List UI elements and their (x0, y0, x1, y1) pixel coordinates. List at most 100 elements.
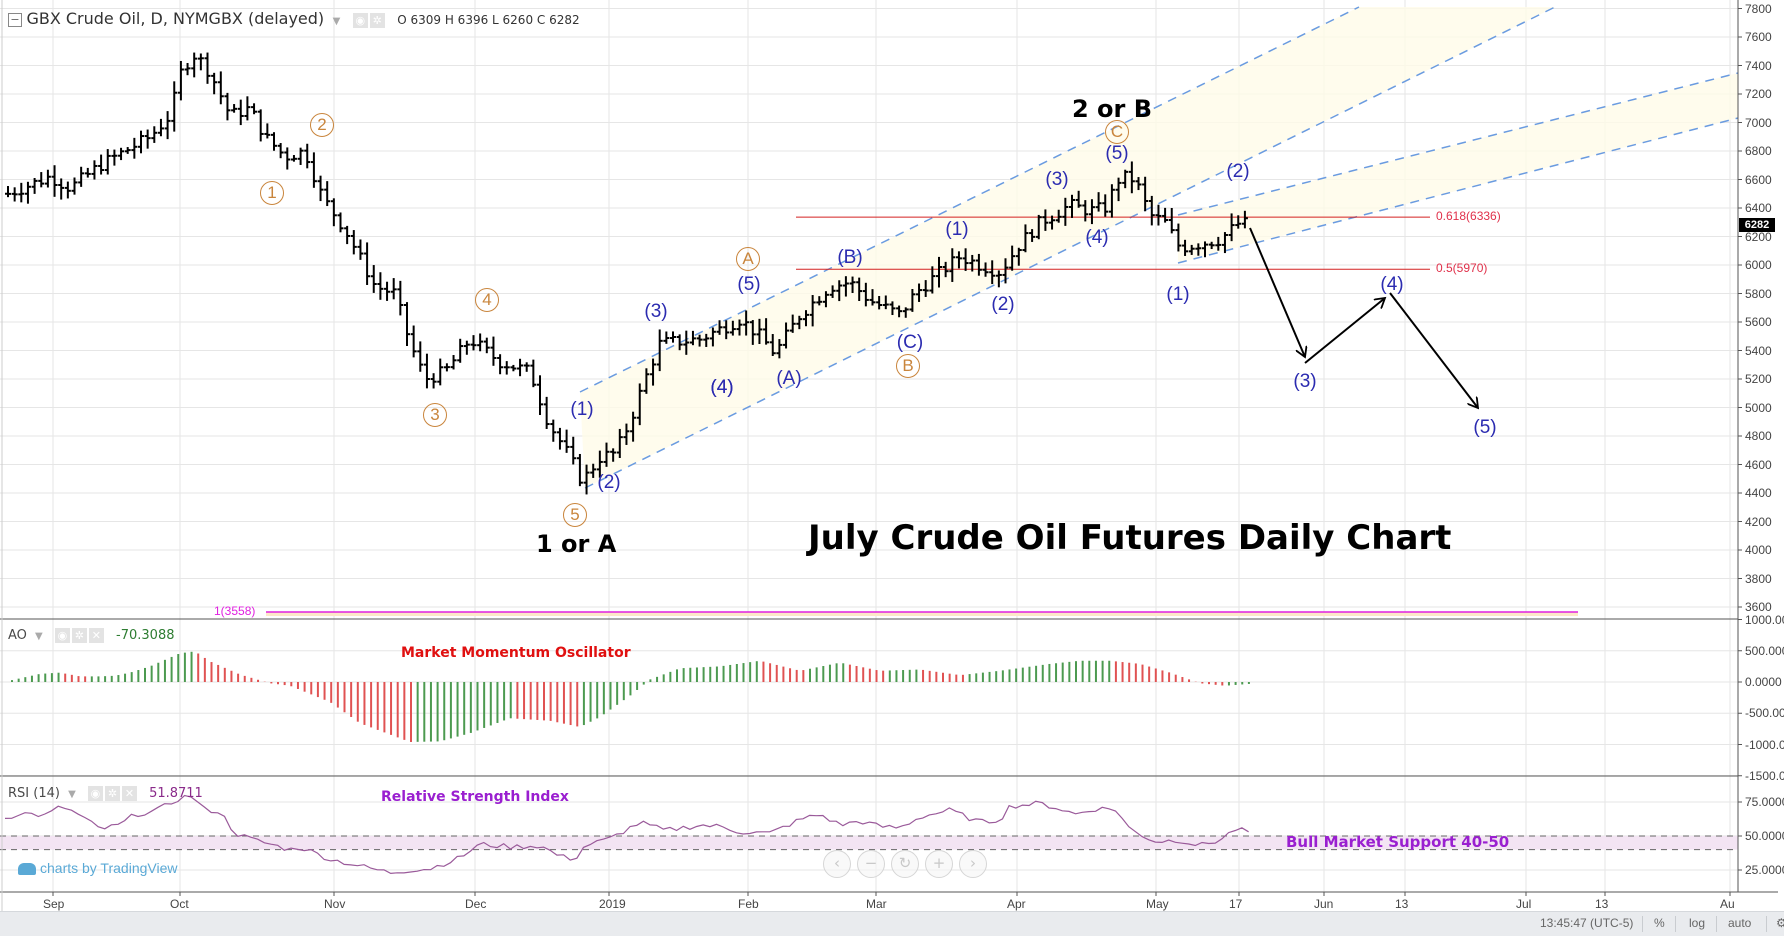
wave-label: (5) (1473, 417, 1497, 438)
axis-tick-label: 5800 (1745, 286, 1772, 301)
ao-name[interactable]: AO (8, 628, 27, 643)
watermark-text: charts by TradingView (40, 860, 178, 876)
wave-label: (1) (1166, 284, 1190, 305)
axis-tick-label: 7600 (1745, 30, 1772, 44)
rsi-name[interactable]: RSI (14) (8, 786, 60, 801)
time-tick-label: 2019 (599, 897, 626, 911)
time-tick-label: Au (1720, 897, 1735, 911)
axis-tick-label: 6800 (1745, 144, 1772, 158)
wave-label: (1) (945, 219, 969, 240)
axis-tick-label: 4000 (1745, 543, 1772, 557)
label-1-or-a: 1 or A (536, 530, 617, 558)
wave-label: (4) (710, 377, 734, 398)
axis-tick-label: 4600 (1745, 457, 1772, 472)
reset-button[interactable]: ↻ (891, 850, 919, 878)
wave-label-circled: 5 (563, 503, 587, 527)
scroll-left-button[interactable]: ‹ (823, 850, 851, 878)
zoom-in-button[interactable]: + (925, 850, 953, 878)
wave-label-circled: 2 (310, 113, 334, 137)
axis-tick-label: -1000.00 (1745, 737, 1784, 752)
pane-frames (0, 0, 1778, 911)
scroll-right-button[interactable]: › (959, 850, 987, 878)
axis-tick-label: 3600 (1745, 600, 1772, 614)
gear-icon[interactable]: ✲ (104, 786, 120, 801)
eye-icon[interactable]: ◉ (87, 786, 103, 801)
chevron-down-icon[interactable]: ▼ (68, 789, 76, 800)
eye-icon[interactable]: ◉ (54, 628, 70, 643)
symbol-title[interactable]: GBX Crude Oil, D, NYMGBX (delayed) (26, 9, 325, 28)
wave-label: (4) (1380, 274, 1404, 295)
auto-toggle[interactable]: auto (1728, 916, 1752, 930)
fib-618-label: 0.618(6336) (1436, 209, 1501, 223)
close-icon[interactable]: ✕ (121, 786, 137, 801)
axis-tick-label: 1000.00 (1745, 612, 1784, 627)
axis-tick-label: 7200 (1745, 87, 1772, 101)
log-toggle[interactable]: log (1689, 916, 1706, 930)
wave-label: (A) (776, 368, 802, 389)
fib-1-label: 1(3558) (214, 604, 256, 618)
axis-tick-label: -500.000 (1745, 706, 1784, 721)
axis-tick-label: 5000 (1745, 400, 1772, 415)
last-price-tag: 6282 (1739, 218, 1775, 232)
rsi-legend: RSI (14) ▼ ◉ ✲ ✕ 51.8711 (8, 786, 203, 801)
rsi-value: 51.8711 (149, 786, 203, 801)
axis-tick-label: 4800 (1745, 429, 1772, 443)
axis-tick-label: 75.0000 (1745, 795, 1784, 809)
axis-tick-label: 5400 (1745, 343, 1772, 358)
symbol-legend: − GBX Crude Oil, D, NYMGBX (delayed) ▼ ◉… (6, 9, 580, 28)
gear-icon[interactable]: ✲ (71, 628, 87, 643)
time-tick-label: Jun (1314, 897, 1334, 911)
wave-label: (3) (1293, 371, 1317, 392)
time-tick-label: May (1146, 897, 1169, 911)
axis-tick-label: 500.000 (1745, 643, 1784, 658)
wave-label-circled: A (736, 247, 760, 271)
chevron-down-icon[interactable]: ▼ (332, 16, 341, 27)
price-bars (5, 52, 1248, 495)
settings-gear-icon[interactable]: ⚙ (1776, 916, 1784, 930)
wave-label-circled: C (1105, 120, 1129, 144)
axis-tick-label: 5600 (1745, 315, 1772, 329)
time-tick-label: Mar (866, 897, 887, 911)
axis-tick-label: 25.0000 (1745, 863, 1784, 877)
wave-label: (C) (896, 332, 924, 353)
axis-tick-label: 4200 (1745, 514, 1772, 529)
wave-label: (2) (1226, 161, 1250, 182)
close-icon[interactable]: ✕ (88, 628, 104, 643)
axis-tick-label: 50.0000 (1745, 829, 1784, 843)
eye-icon[interactable]: ◉ (352, 12, 368, 28)
fib-levels (266, 216, 1578, 616)
wave-label: (2) (991, 294, 1015, 315)
chevron-down-icon[interactable]: ▼ (35, 631, 43, 642)
ao-pane-title: Market Momentum Oscillator (401, 645, 631, 661)
percent-toggle[interactable]: % (1654, 916, 1665, 930)
chart-annotation-title: July Crude Oil Futures Daily Chart (808, 518, 1452, 558)
axis-tick-label: -1500.00 (1745, 768, 1784, 783)
axis-tick-label: 7400 (1745, 58, 1772, 73)
time-tick-label: 13 (1595, 897, 1609, 911)
zoom-out-button[interactable]: − (857, 850, 885, 878)
wave-label-circled: 4 (475, 288, 499, 312)
wave-label: (2) (597, 472, 621, 493)
wave-label-circled: B (896, 354, 920, 378)
tradingview-watermark[interactable]: charts by TradingView (18, 860, 177, 876)
axis-tick-label: 6200 (1745, 229, 1772, 244)
wave-label-circled: 1 (260, 181, 284, 205)
axis-tick-label: 0.0000 (1745, 675, 1782, 689)
wave-label: (5) (1105, 143, 1129, 164)
wave-label: (3) (644, 301, 668, 322)
collapse-icon[interactable]: − (8, 13, 22, 27)
ohlc-values: O 6309 H 6396 L 6260 C 6282 (397, 13, 580, 27)
rsi-pane-title: Relative Strength Index (381, 789, 569, 805)
time-tick-label: Dec (465, 897, 487, 911)
fib-05-label: 0.5(5970) (1436, 261, 1488, 275)
ao-histogram (11, 651, 1250, 742)
rsi-line (0, 794, 1738, 875)
gear-icon[interactable]: ✲ (369, 12, 385, 28)
time-tick-label: Sep (43, 897, 65, 911)
time-tick-label: Apr (1007, 897, 1026, 911)
clock: 13:45:47 (UTC-5) (1540, 916, 1634, 930)
wave-label: (4) (1085, 227, 1109, 248)
projection-arrows (1249, 227, 1478, 408)
time-tick-label: Feb (738, 897, 759, 911)
